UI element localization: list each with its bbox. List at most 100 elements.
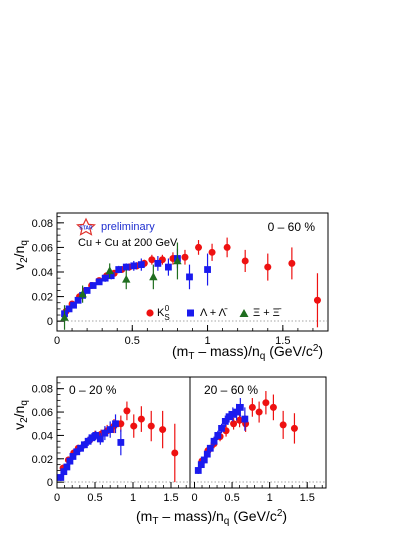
top-lambda-point [65,305,73,313]
bl-lambda-point [73,448,81,456]
top-lambda-point [154,259,162,267]
bl-y-tick-label: 0 [47,477,53,489]
bl-kaon-point [123,407,131,415]
top-xi-point [149,272,158,281]
top-lambda-point [107,272,115,280]
top-kaon-point [313,296,321,304]
top-lambda-point [130,262,138,270]
bl-lambda-point [112,420,119,428]
bl-lambda-point [63,463,71,471]
top-kaon-point [288,259,296,267]
bl-y-tick-label: 0.04 [32,430,53,442]
legend-xi-label: Ξ + Ξ̄ [253,307,282,319]
br-lambda-point [218,425,225,432]
top-y-tick-label: 0.06 [32,242,53,254]
top-kaon-point [223,243,231,251]
br-centrality-label: 20 – 60 % [204,383,258,397]
top-centrality-label: 0 – 60 % [268,220,316,234]
br-kaon-point [290,424,298,432]
top-xi-point [105,266,114,275]
top-y-tick-label: 0.04 [32,267,53,279]
br-lambda-point [221,418,229,425]
br-x-tick-label: 1 [267,492,273,504]
top-kaon-point [241,257,249,265]
top-lambda-point [83,287,91,294]
bottom-y-axis-title: v2/nq [11,400,30,430]
br-kaon-point [248,403,256,411]
bl-lambda-point [80,441,88,449]
top-x-tick-label: 1 [204,335,210,347]
top-lambda-point [89,282,97,289]
legend-xi-marker [239,309,249,317]
top-x-axis-title: (mT – mass)/nq (GeV/c2) [172,343,323,362]
bl-lambda-point [101,429,109,437]
br-x-tick-label: 0.5 [224,492,239,504]
top-xi-point [60,312,69,321]
top-panel: 0 0.5 1 1.5 0 0.02 0.04 0.06 0.08 STAR prelimina… [11,212,329,362]
br-lambda-point [236,403,244,411]
bottom-right-panel: 0 0.5 1 1.5 20 – 60 % (mT – mass)/nq (GeV/c… [136,376,327,527]
star-logo-text: STAR [79,226,93,232]
br-lambda-point [214,432,222,439]
bl-centrality-label: 0 – 20 % [69,383,117,397]
bl-lambda-point [77,444,84,452]
top-y-tick-label: 0 [47,316,53,328]
top-xi-point [78,289,87,298]
top-lambda-point [122,263,130,271]
top-x-tick-label: 1.5 [275,335,290,347]
top-x-tick-label: 0 [54,335,60,347]
top-lambda-point [95,278,103,286]
bl-y-tick-label: 0.08 [32,384,53,396]
br-kaon-point [262,399,270,407]
bl-lambda-point [66,457,74,465]
br-kaon-point [236,416,244,424]
bl-lambda-point [92,432,100,439]
top-kaon-point [148,256,156,264]
br-kaon-point [255,408,263,416]
br-x-tick-label: 0 [191,492,197,504]
top-x-tick-label: 0.5 [125,335,140,347]
system-label: Cu + Cu at 200 GeV [78,237,178,249]
br-lambda-point [241,415,249,423]
top-y-tick-label: 0.08 [32,218,53,230]
bl-lambda-point [69,453,77,460]
br-lambda-point [206,444,214,452]
br-lambda-point [225,413,233,421]
br-lambda-point [200,456,208,464]
bl-kaon-point [130,422,138,430]
top-lambda-point [165,263,172,271]
top-y-tick-label: 0.02 [32,292,53,304]
bottom-left-panel: 0 0.5 1 1.5 0 0.02 0.04 0.06 0.08 0 – 20 % v2/nq [11,376,191,504]
legend-lambda-marker [187,309,194,317]
bl-x-tick-label: 1.5 [163,492,178,504]
bl-x-tick-label: 1 [130,492,136,504]
top-lambda-point [70,301,77,309]
top-lambda-point [115,266,123,273]
bl-kaon-point [117,420,125,428]
top-y-axis-title: v2/nq [11,240,30,270]
bl-lambda-point [60,468,68,476]
bl-lambda-point [117,439,125,446]
bl-lambda-point [57,474,65,481]
br-lambda-point [203,450,211,458]
bl-lambda-point [96,435,104,443]
br-lambda-point [229,410,237,418]
top-xi-point [122,274,131,283]
top-xi-point [173,256,182,265]
br-lambda-point [210,437,218,445]
bl-y-tick-label: 0.06 [32,407,53,419]
br-lambda-point [233,408,240,416]
legend-kaon-label: KS0 [157,304,170,322]
br-panel-frame [189,376,327,489]
br-lambda-point [197,461,205,469]
bl-kaon-point [171,449,179,457]
top-kaon-point [264,263,272,271]
br-x-tick-label: 1.5 [300,492,315,504]
legend-kaon-marker [146,309,154,317]
top-lambda-point [204,266,211,273]
legend-lambda-label: Λ + Λ̄ [200,307,228,319]
preliminary-label: preliminary [101,221,155,233]
bl-y-tick-label: 0.02 [32,454,53,466]
bl-lambda-point [84,437,92,445]
